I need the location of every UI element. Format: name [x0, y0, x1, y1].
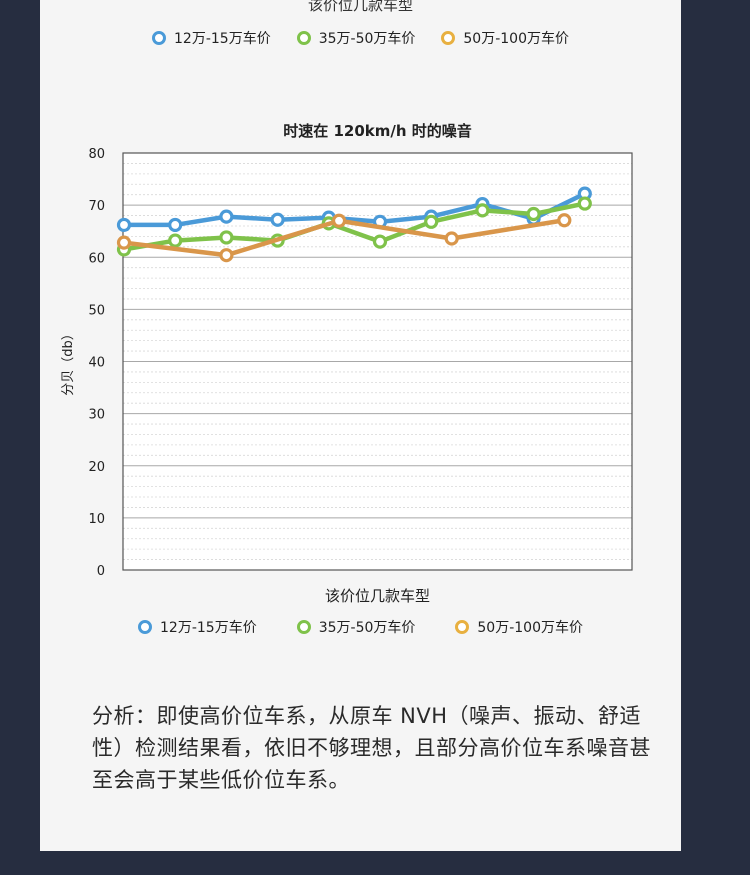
- analysis-text: 分析：即使高价位车系，从原车 NVH（噪声、振动、舒适性）检测结果看，依旧不够理…: [92, 704, 651, 792]
- legend-label: 35万-50万车价: [318, 620, 416, 636]
- noise-line-chart: 时速在 120km/h 时的噪音 0 10 20 30 40 50 60 70 80 分贝（db） 该…: [61, 122, 633, 605]
- bottom-legend-item: 35万-50万车价: [296, 617, 416, 637]
- data-point: [557, 213, 572, 228]
- y-tick-label: 0: [97, 564, 105, 579]
- data-point: [424, 214, 439, 229]
- y-tick-label: 80: [88, 147, 105, 162]
- data-point: [475, 203, 490, 218]
- bottom-legend: 12万-15万车价 35万-50万车价 50万-100万车价: [40, 617, 681, 637]
- data-point: [577, 196, 592, 211]
- legend-marker-icon: [138, 620, 153, 634]
- data-point: [331, 213, 347, 228]
- y-tick-label: 50: [88, 303, 105, 318]
- bottom-legend-item: 12万-15万车价: [138, 617, 257, 637]
- legend-label: 50万-100万车价: [477, 620, 583, 636]
- data-point: [372, 234, 388, 249]
- top-legend-item: 35万-50万车价: [296, 28, 416, 48]
- series-line: [121, 201, 588, 252]
- legend-label: 12万-15万车价: [174, 31, 271, 47]
- content-card: 该价位几款车型 12万-15万车价 35万-50万车价 50万-100万车价 时速在…: [40, 0, 681, 851]
- top-legend-item: 12万-15万车价: [152, 28, 271, 48]
- series-3: [116, 213, 572, 263]
- y-tick-label: 10: [88, 512, 105, 527]
- y-tick-label: 30: [88, 408, 105, 423]
- legend-marker-icon: [152, 31, 167, 45]
- data-point: [270, 212, 285, 227]
- chart-title: 时速在 120km/h 时的噪音: [283, 122, 472, 140]
- y-tick-label: 70: [88, 199, 105, 214]
- data-point: [116, 217, 132, 233]
- legend-marker-icon: [455, 620, 470, 634]
- data-point: [444, 231, 459, 246]
- top-legend: 12万-15万车价 35万-50万车价 50万-100万车价: [40, 28, 681, 48]
- legend-marker-icon: [441, 31, 456, 45]
- data-point: [526, 206, 541, 222]
- legend-marker-icon: [296, 31, 311, 45]
- data-point: [219, 209, 234, 224]
- y-axis-label: 分贝（db）: [61, 327, 76, 396]
- y-tick-label: 20: [88, 460, 105, 475]
- x-axis-label: 该价位几款车型: [325, 587, 430, 605]
- data-point: [219, 230, 234, 245]
- top-legend-item: 50万-100万车价: [441, 28, 569, 48]
- data-point: [168, 217, 183, 233]
- legend-label: 50万-100万车价: [463, 31, 569, 47]
- legend-marker-icon: [296, 620, 311, 634]
- y-tick-label: 60: [88, 251, 105, 266]
- series-2: [116, 196, 592, 257]
- plot-frame: [122, 152, 633, 571]
- bottom-legend-item: 50万-100万车价: [455, 617, 583, 637]
- y-tick-label: 40: [88, 356, 105, 371]
- legend-label: 12万-15万车价: [160, 620, 257, 636]
- data-point: [168, 233, 183, 248]
- legend-label: 35万-50万车价: [318, 31, 416, 47]
- data-point: [116, 235, 132, 250]
- partial-section-title: 该价位几款车型: [307, 0, 413, 14]
- data-point: [219, 248, 234, 263]
